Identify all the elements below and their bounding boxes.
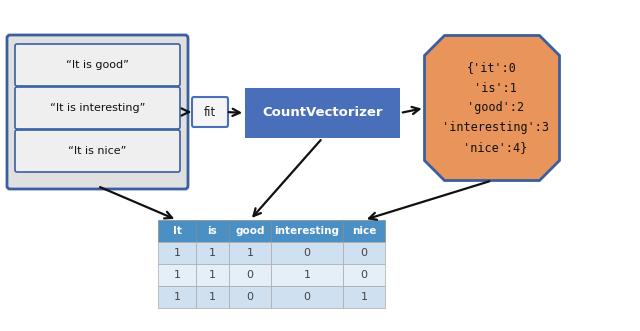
FancyBboxPatch shape [271,242,343,264]
Text: 0: 0 [246,292,253,302]
Polygon shape [424,35,559,180]
FancyBboxPatch shape [196,220,229,242]
Text: 1: 1 [246,248,253,258]
Text: 1: 1 [173,270,180,280]
Text: 1: 1 [173,292,180,302]
Text: It: It [173,226,181,236]
FancyBboxPatch shape [158,220,196,242]
Text: “It is good”: “It is good” [66,60,129,70]
FancyBboxPatch shape [245,88,400,138]
FancyBboxPatch shape [7,35,188,189]
Text: 1: 1 [209,292,216,302]
Text: 1: 1 [360,292,367,302]
FancyBboxPatch shape [343,220,385,242]
Text: “It is nice”: “It is nice” [68,146,127,156]
Text: 0: 0 [360,270,367,280]
FancyBboxPatch shape [15,44,180,86]
FancyBboxPatch shape [192,97,228,127]
Text: 1: 1 [173,248,180,258]
Text: interesting: interesting [275,226,339,236]
FancyBboxPatch shape [343,242,385,264]
FancyBboxPatch shape [196,286,229,308]
Text: 1: 1 [209,248,216,258]
FancyBboxPatch shape [343,286,385,308]
Text: 0: 0 [360,248,367,258]
Text: 0: 0 [303,292,310,302]
FancyBboxPatch shape [229,220,271,242]
FancyBboxPatch shape [196,242,229,264]
Text: 1: 1 [303,270,310,280]
Text: is: is [207,226,218,236]
Text: nice: nice [352,226,376,236]
FancyBboxPatch shape [158,264,196,286]
Text: good: good [236,226,265,236]
FancyBboxPatch shape [229,242,271,264]
FancyBboxPatch shape [271,264,343,286]
Text: CountVectorizer: CountVectorizer [262,107,383,119]
FancyBboxPatch shape [15,87,180,129]
Text: 0: 0 [246,270,253,280]
Text: “It is interesting”: “It is interesting” [50,103,145,113]
FancyBboxPatch shape [229,264,271,286]
FancyBboxPatch shape [15,130,180,172]
FancyBboxPatch shape [271,220,343,242]
FancyBboxPatch shape [229,286,271,308]
Text: {'it':0
 'is':1
 'good':2
 'interesting':3
 'nice':4}: {'it':0 'is':1 'good':2 'interesting':3 … [435,62,549,155]
FancyBboxPatch shape [196,264,229,286]
Text: fit: fit [204,106,216,118]
FancyBboxPatch shape [158,286,196,308]
FancyBboxPatch shape [343,264,385,286]
FancyBboxPatch shape [158,242,196,264]
Text: 1: 1 [209,270,216,280]
FancyBboxPatch shape [271,286,343,308]
Text: 0: 0 [303,248,310,258]
